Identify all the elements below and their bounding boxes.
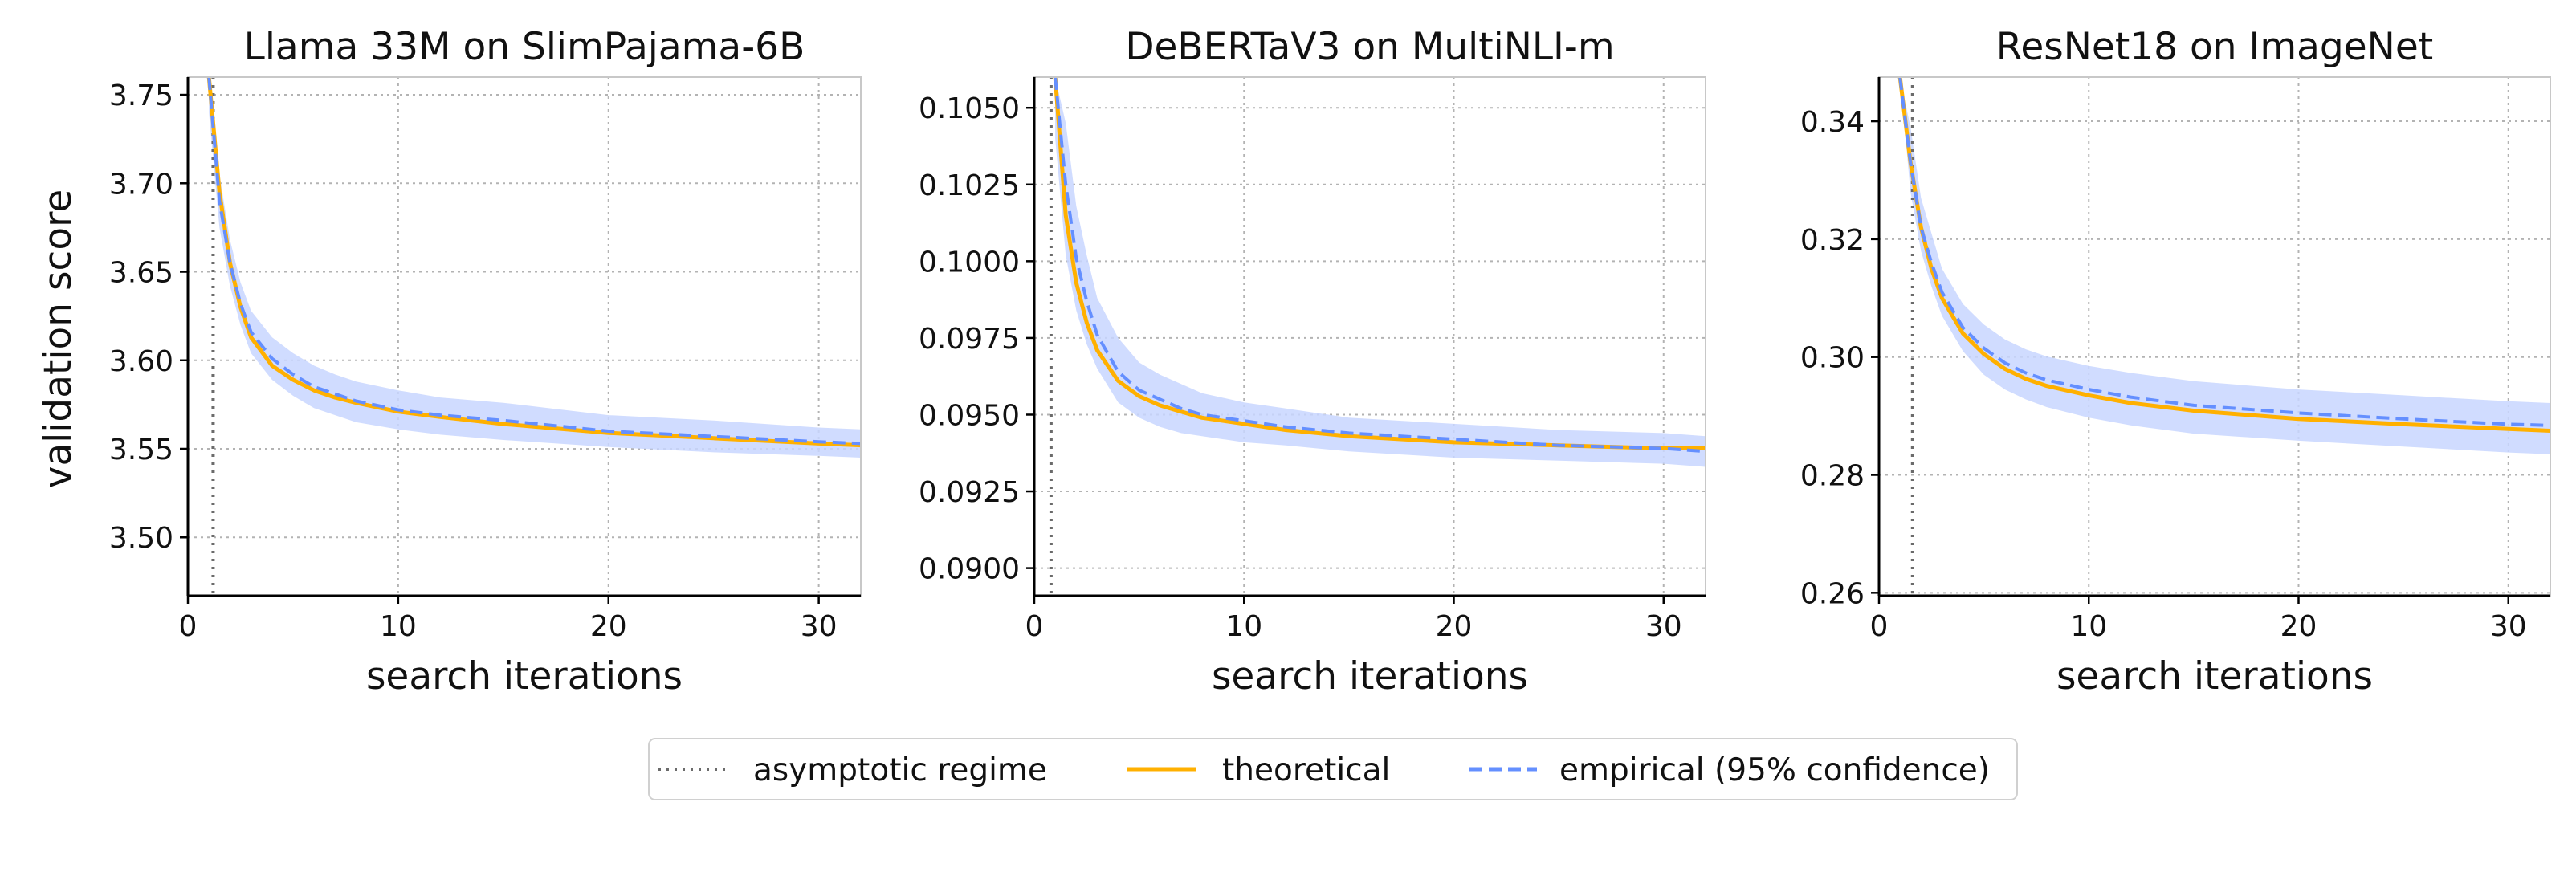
y-tick-label: 0.1000 [919, 246, 1020, 279]
plot-area [206, 77, 861, 596]
grid [1879, 77, 2550, 596]
empirical-series-line [1898, 77, 2550, 427]
y-tick-label: 0.30 [1800, 342, 1865, 375]
grid [1034, 77, 1706, 596]
chart-panel-3: 0 10 20 30 0.26 0.28 0.30 0.32 0.34 ResNet18 on I… [1800, 25, 2551, 698]
x-tick-label: 10 [1225, 610, 1262, 643]
y-tick-label: 0.0975 [919, 323, 1020, 356]
x-tick-label: 30 [1645, 610, 1682, 643]
confidence-band [209, 77, 861, 458]
y-tick-label: 3.70 [109, 168, 173, 201]
legend-label-asymptotic: asymptotic regime [753, 752, 1047, 788]
legend-frame [648, 738, 2018, 800]
y-tick-label: 0.32 [1800, 224, 1865, 257]
x-tick-label: 30 [801, 610, 838, 643]
shared-y-axis-label: validation score [36, 189, 80, 489]
plot-frame [187, 76, 862, 597]
y-tick-label: 3.55 [109, 434, 173, 466]
chart-title: DeBERTaV3 on MultiNLI-m [1125, 25, 1614, 69]
plot-area [1049, 77, 1706, 596]
y-tick-label: 3.65 [109, 257, 173, 290]
y-tick-label: 0.0925 [919, 476, 1020, 509]
confidence-band [1055, 77, 1706, 467]
x-tick-label: 30 [2490, 610, 2527, 643]
x-tick-label: 20 [1436, 610, 1473, 643]
legend-label-theoretical: theoretical [1222, 752, 1390, 788]
chart-title: Llama 33M on SlimPajama-6B [244, 25, 805, 69]
x-tick-label: 20 [590, 610, 627, 643]
y-tick-label: 3.75 [109, 79, 173, 112]
x-tick-label: 0 [1870, 610, 1889, 643]
x-axis-label: search iterations [366, 654, 683, 698]
grid [188, 77, 861, 596]
y-tick-label: 3.60 [109, 345, 173, 378]
y-tick-label: 0.28 [1800, 460, 1865, 493]
theoretical-series-line [1053, 77, 1706, 450]
y-tick-label: 3.50 [109, 522, 173, 555]
legend-label-empirical: empirical (95% confidence) [1559, 752, 1990, 788]
plot-area [1897, 77, 2550, 596]
chart-title: ResNet18 on ImageNet [1996, 25, 2433, 69]
x-tick-label: 10 [2070, 610, 2107, 643]
x-tick-label: 0 [1025, 610, 1044, 643]
x-axis-label: search iterations [2056, 654, 2373, 698]
empirical-series-line [207, 77, 861, 446]
y-tick-label: 0.34 [1800, 106, 1865, 139]
x-axis-label: search iterations [1212, 654, 1528, 698]
chart-panel-2: 0 10 20 30 0.0900 0.0925 0.0950 0.0975 0.1000 0.1… [919, 25, 1706, 698]
y-tick-label: 0.0950 [919, 399, 1020, 432]
chart-panels: 0 10 20 30 3.50 3.55 3.60 3.65 3.70 3.75 Llama 33M… [109, 25, 2551, 698]
y-tick-label: 0.0900 [919, 553, 1020, 586]
x-tick-label: 10 [380, 610, 417, 643]
y-tick-label: 0.26 [1800, 577, 1865, 610]
x-tick-label: 20 [2280, 610, 2317, 643]
chart-panel-1: 0 10 20 30 3.50 3.55 3.60 3.65 3.70 3.75 Llama 33M… [109, 25, 862, 698]
empirical-series-line [1054, 77, 1706, 454]
plot-frame [1033, 76, 1706, 597]
x-tick-label: 0 [179, 610, 198, 643]
confidence-band [1900, 77, 2550, 454]
y-tick-label: 0.1050 [919, 92, 1020, 125]
y-tick-label: 0.1025 [919, 169, 1020, 202]
legend: asymptotic regime theoretical empirical … [648, 738, 2018, 800]
